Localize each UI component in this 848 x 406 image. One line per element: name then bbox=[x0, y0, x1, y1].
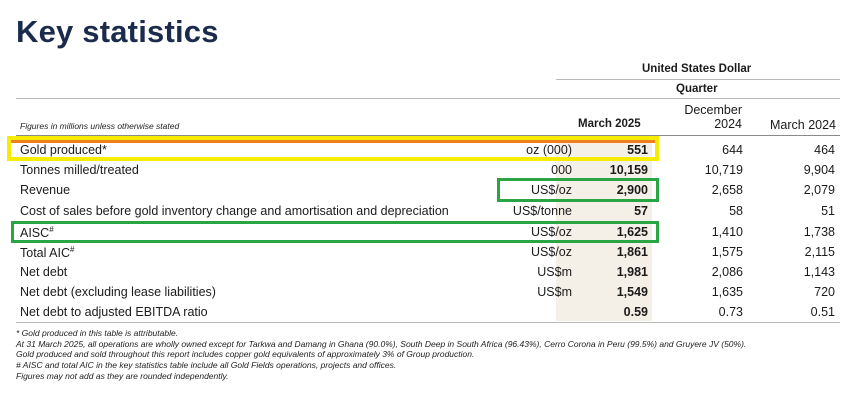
currency-divider bbox=[556, 79, 840, 80]
highlight-box-aisc bbox=[11, 221, 659, 243]
value-march-2024: 51 bbox=[821, 204, 835, 218]
quarter-header: Quarter bbox=[676, 83, 718, 95]
value-march-2024: 0.51 bbox=[810, 305, 835, 319]
highlight-box-revenue bbox=[497, 178, 659, 202]
footnote-aisc-aic: # AISC and total AIC in the key statisti… bbox=[16, 360, 397, 371]
row-label: Revenue bbox=[20, 183, 71, 197]
table-row: AISC# US$/oz 1,625 1,410 1,738 bbox=[20, 222, 840, 242]
row-label: Net debt to adjusted EBITDA ratio bbox=[20, 305, 208, 319]
header-divider bbox=[16, 98, 840, 99]
columns-divider bbox=[16, 135, 840, 136]
table-row: Net debt to adjusted EBITDA ratio 0.59 0… bbox=[20, 302, 840, 322]
current-quarter-shade bbox=[556, 140, 652, 321]
value-december-2024: 1,575 bbox=[711, 245, 743, 259]
row-label: AISC# bbox=[20, 225, 54, 241]
col-december-2024: December 2024 bbox=[668, 103, 742, 131]
value-march-2024: 2,079 bbox=[803, 183, 835, 197]
table-row: Revenue US$/oz 2,900 2,658 2,079 bbox=[20, 180, 840, 200]
hash-footnote-mark: # bbox=[49, 225, 54, 234]
value-march-2024: 1,143 bbox=[803, 265, 835, 279]
value-december-2024: 0.73 bbox=[718, 305, 743, 319]
value-march-2025: 1,625 bbox=[616, 225, 648, 239]
col-march-2024: March 2024 bbox=[770, 118, 837, 132]
row-unit: oz (000) bbox=[526, 143, 572, 157]
value-december-2024: 58 bbox=[729, 204, 743, 218]
value-december-2024: 1,410 bbox=[711, 225, 743, 239]
table-row: Net debt US$m 1,981 2,086 1,143 bbox=[20, 262, 840, 282]
highlight-box-gold-produced bbox=[7, 136, 659, 161]
row-label: Net debt bbox=[20, 265, 68, 279]
footnote-rounding: Figures may not add as they are rounded … bbox=[16, 370, 229, 381]
table-row: Gold produced* oz (000) 551 644 464 bbox=[20, 140, 840, 160]
row-label: Net debt (excluding lease liabilities) bbox=[20, 285, 216, 299]
value-march-2025: 57 bbox=[634, 204, 648, 218]
hash-footnote-mark: # bbox=[70, 245, 75, 254]
row-unit: US$/oz bbox=[531, 225, 572, 239]
row-label: Gold produced* bbox=[20, 143, 107, 157]
row-label: Total AIC# bbox=[20, 245, 75, 261]
row-unit: US$/oz bbox=[531, 245, 572, 259]
value-march-2024: 720 bbox=[814, 285, 835, 299]
value-march-2024: 2,115 bbox=[804, 245, 835, 259]
table-row: Net debt (excluding lease liabilities) U… bbox=[20, 282, 840, 302]
value-december-2024: 644 bbox=[722, 143, 743, 157]
table-bottom-divider bbox=[16, 322, 840, 323]
page-title: Key statistics bbox=[16, 14, 219, 49]
highlight-orange-line bbox=[11, 140, 655, 143]
value-march-2025: 1,861 bbox=[616, 245, 648, 259]
value-december-2024: 10,719 bbox=[704, 163, 743, 177]
value-march-2025: 10,159 bbox=[609, 163, 648, 177]
row-unit: US$m bbox=[537, 265, 572, 279]
value-march-2025: 1,549 bbox=[616, 285, 648, 299]
value-december-2024: 1,635 bbox=[711, 285, 743, 299]
row-label: Tonnes milled/treated bbox=[20, 163, 139, 177]
value-march-2025: 0.59 bbox=[623, 305, 648, 319]
value-march-2025: 2,900 bbox=[616, 183, 648, 197]
value-march-2024: 1,738 bbox=[803, 225, 835, 239]
footnote-ownership: At 31 March 2025, all operations are who… bbox=[16, 338, 747, 349]
figures-note: Figures in millions unless otherwise sta… bbox=[20, 121, 180, 131]
row-unit: 000 bbox=[551, 163, 572, 177]
col-march-2025: March 2025 bbox=[578, 118, 641, 130]
value-december-2024: 2,658 bbox=[711, 183, 743, 197]
value-march-2024: 464 bbox=[814, 143, 835, 157]
footnote-attributable: * Gold produced in this table is attribu… bbox=[16, 328, 179, 338]
footnotes: * Gold produced in this table is attribu… bbox=[16, 328, 816, 382]
footnote-copper-equivalents: Gold produced and sold throughout this r… bbox=[16, 349, 475, 360]
table-row: Total AIC# US$/oz 1,861 1,575 2,115 bbox=[20, 242, 840, 262]
value-march-2025: 1,981 bbox=[616, 265, 648, 279]
table-row: Tonnes milled/treated 000 10,159 10,719 … bbox=[20, 160, 840, 180]
col-december-line1: December bbox=[684, 103, 742, 117]
row-unit: US$m bbox=[537, 285, 572, 299]
value-march-2025: 551 bbox=[627, 143, 648, 157]
table-row: Cost of sales before gold inventory chan… bbox=[20, 201, 840, 221]
row-label: Cost of sales before gold inventory chan… bbox=[20, 204, 449, 218]
value-march-2024: 9,904 bbox=[803, 163, 835, 177]
row-unit: US$/tonne bbox=[512, 204, 572, 218]
col-december-line2: 2024 bbox=[714, 117, 742, 131]
currency-header: United States Dollar bbox=[642, 63, 752, 75]
value-december-2024: 2,086 bbox=[711, 265, 743, 279]
row-unit: US$/oz bbox=[531, 183, 572, 197]
